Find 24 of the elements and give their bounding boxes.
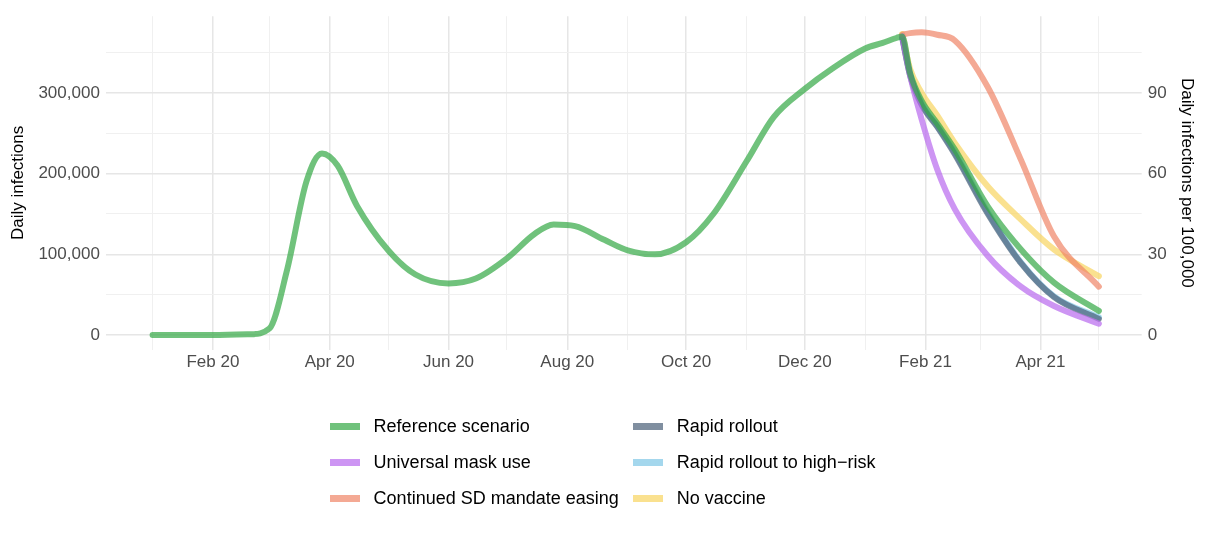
x-tick-label: Apr 21 <box>1015 352 1066 372</box>
legend-label: Continued SD mandate easing <box>373 487 619 509</box>
legend-label: Rapid rollout to high−risk <box>676 451 876 473</box>
y2-tick-label: 30 <box>1147 244 1167 264</box>
y-tick-label: 100,000 <box>38 244 100 264</box>
x-tick-label: Jun 20 <box>423 352 475 372</box>
y-axis-title: Daily infections <box>7 125 27 241</box>
y-tick-label: 0 <box>90 324 100 344</box>
legend-label: No vaccine <box>676 487 766 509</box>
x-tick-label: Apr 20 <box>304 352 355 372</box>
y2-tick-label: 0 <box>1147 324 1158 344</box>
legend-label: Reference scenario <box>373 415 530 437</box>
x-tick-label: Feb 20 <box>186 352 240 372</box>
y-tick-label: 200,000 <box>38 163 100 183</box>
x-tick-label: Dec 20 <box>777 352 832 372</box>
legend-label: Universal mask use <box>373 451 531 473</box>
y2-tick-label: 60 <box>1147 163 1167 183</box>
x-tick-label: Feb 21 <box>899 352 953 372</box>
x-tick-label: Aug 20 <box>540 352 595 372</box>
legend-label: Rapid rollout <box>676 415 778 437</box>
y2-axis-title: Daily infections per 100,000 <box>1178 78 1198 288</box>
y2-tick-label: 90 <box>1147 82 1167 102</box>
y-tick-label: 300,000 <box>38 82 100 102</box>
x-tick-label: Oct 20 <box>661 352 712 372</box>
